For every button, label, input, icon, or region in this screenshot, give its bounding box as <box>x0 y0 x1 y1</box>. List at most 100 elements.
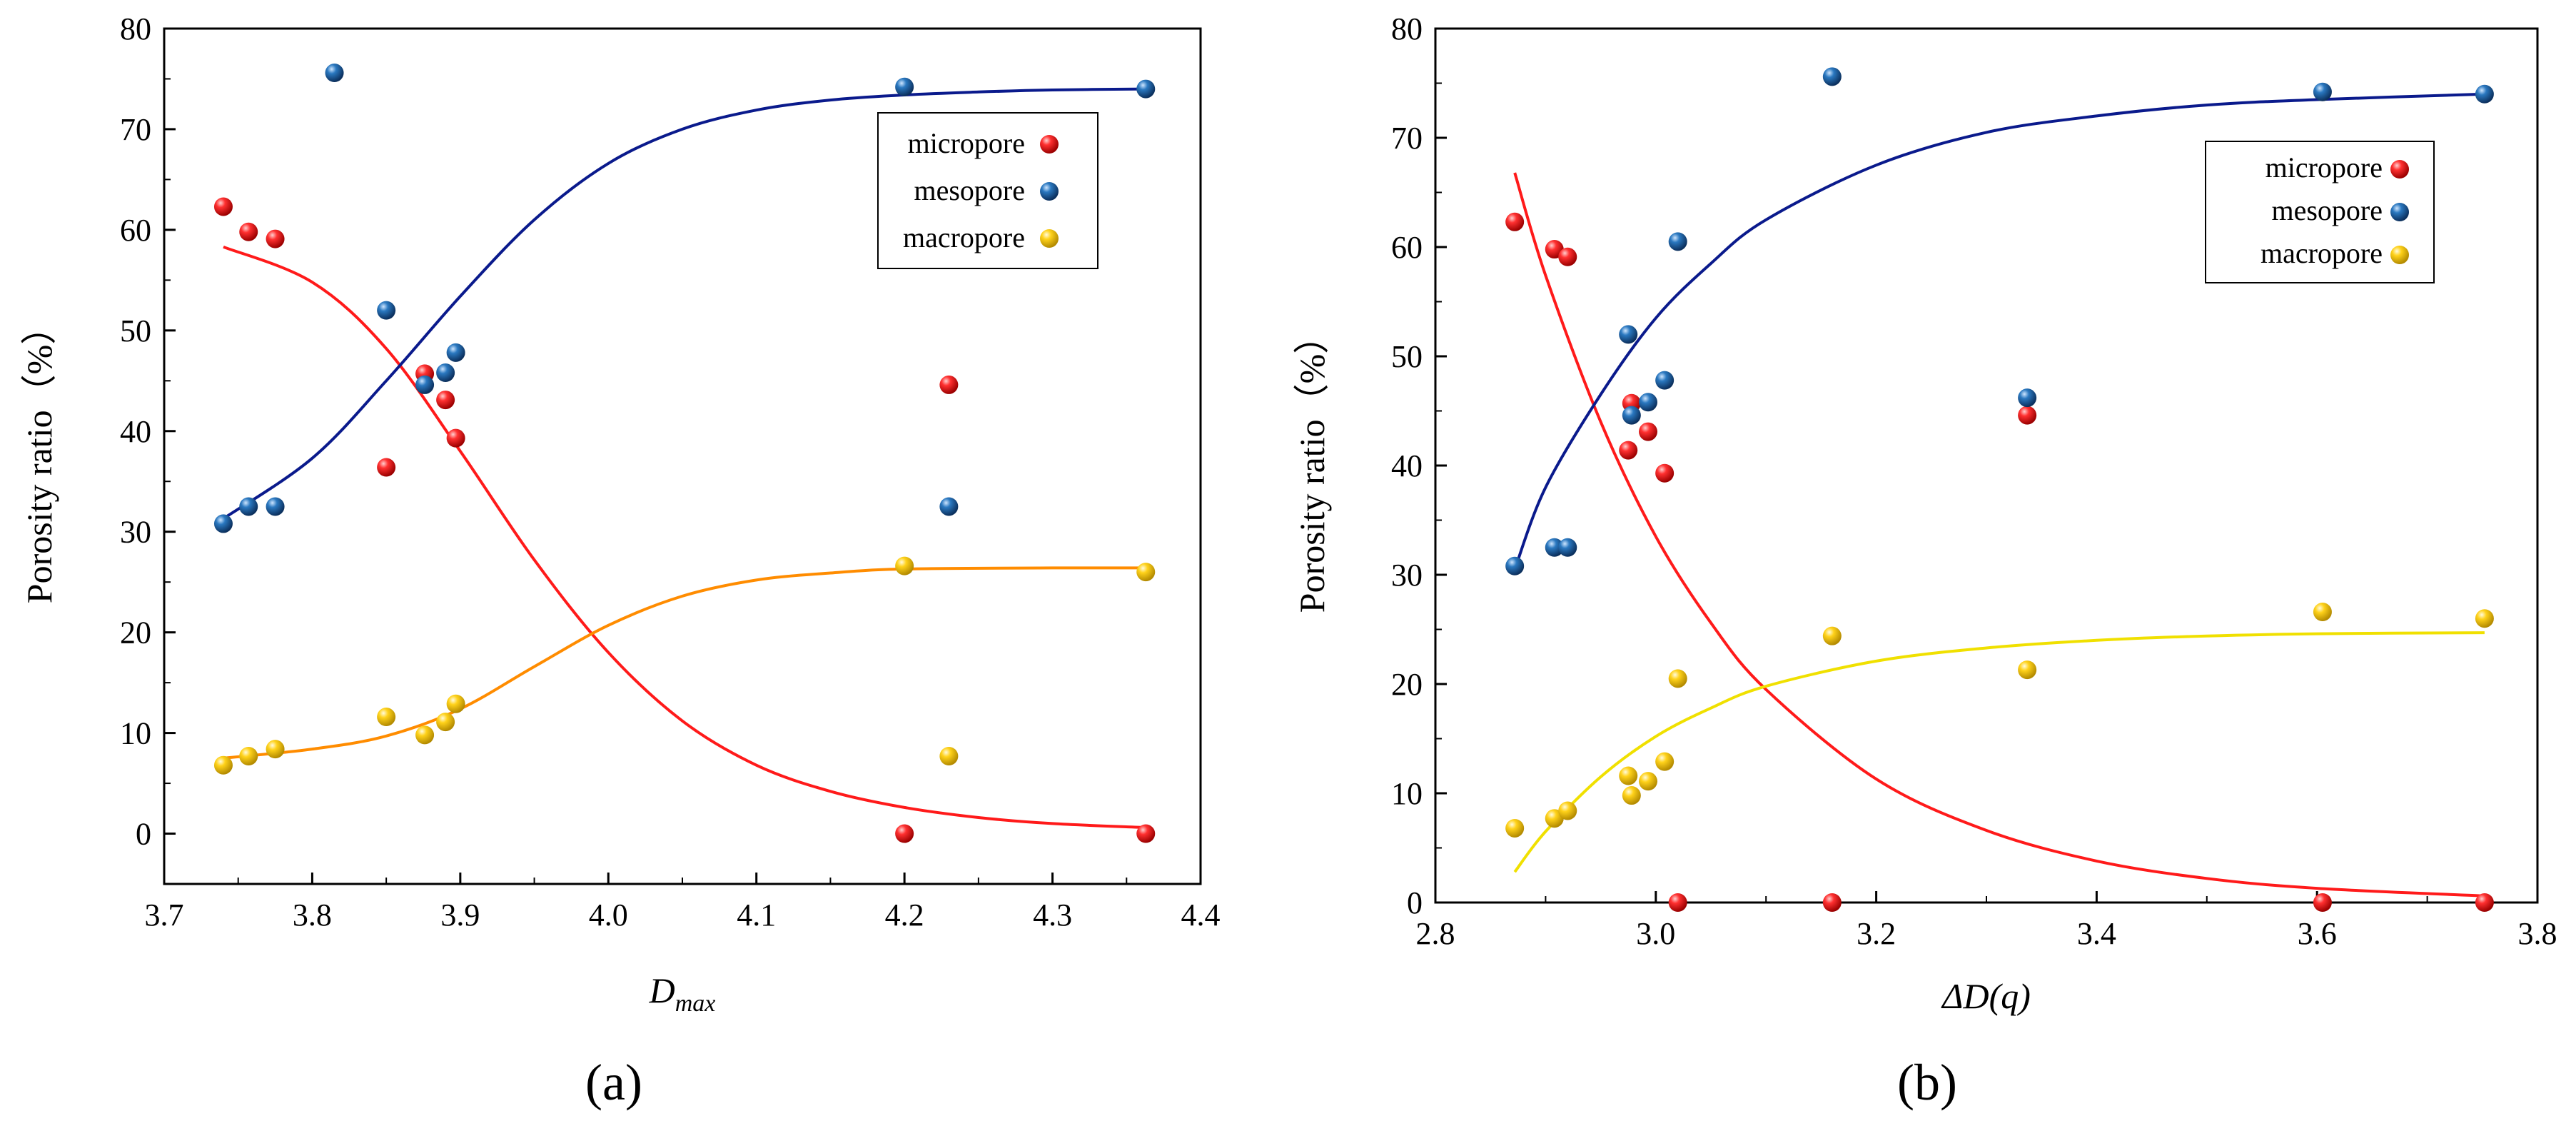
x-axis-title-main-a: D <box>649 970 675 1010</box>
data-point-macropore-b <box>1638 772 1657 791</box>
x-tick-label-a: 3.9 <box>440 898 480 933</box>
data-points-a <box>213 64 1156 843</box>
data-point-macropore-a <box>266 740 285 759</box>
data-point-mesopore-b <box>1622 406 1641 425</box>
y-tick-label-a: 40 <box>120 414 151 449</box>
legend-marker-macropore-b <box>2390 246 2409 264</box>
y-tick-label-a: 0 <box>136 817 151 852</box>
data-point-mesopore-a <box>239 497 258 516</box>
data-point-mesopore-b <box>1668 232 1687 251</box>
x-tick-label-a: 3.7 <box>145 898 184 933</box>
legend-label-macropore-b: macropore <box>2261 237 2383 269</box>
data-point-micropore-b <box>2475 893 2494 912</box>
data-point-mesopore-a <box>377 301 396 320</box>
fit-curves-a <box>222 87 1146 830</box>
x-axis-title-sub-a: max <box>675 990 716 1017</box>
data-point-mesopore-b <box>1619 325 1638 344</box>
legend-b: micropore mesopore macropore <box>2205 141 2435 283</box>
fit-curve-macropore-a <box>223 566 1146 760</box>
legend-label-micropore-a: micropore <box>908 127 1025 159</box>
data-point-macropore-a <box>939 747 959 766</box>
data-point-macropore-a <box>895 556 914 575</box>
y-tick-label-b: 30 <box>1391 558 1423 593</box>
y-tick-label-a: 60 <box>120 213 151 248</box>
data-point-micropore-b <box>1655 463 1675 483</box>
data-point-micropore-a <box>939 375 959 394</box>
data-point-macropore-b <box>1822 626 1842 645</box>
y-tick-label-b: 60 <box>1391 230 1423 265</box>
x-tick-label-b: 3.0 <box>1636 916 1675 951</box>
chart-panel-a: 3.7 3.8 3.9 4.0 4.1 4.2 4.3 4.4 0 10 20 30 40 50 60 70 8… <box>19 11 1221 1111</box>
data-point-micropore-b <box>2018 406 2037 425</box>
y-tick-label-a: 70 <box>120 112 151 147</box>
x-axis-title-a: Dmax <box>649 970 716 1017</box>
data-point-micropore-a <box>436 391 455 410</box>
y-tick-label-b: 20 <box>1391 667 1423 702</box>
data-point-mesopore-b <box>1822 67 1842 86</box>
data-point-macropore-b <box>1668 669 1687 688</box>
legend-label-mesopore-a: mesopore <box>914 174 1025 206</box>
y-axis-title-a: Porosity ratio（%） <box>19 309 59 603</box>
x-tick-label-a: 4.1 <box>737 898 776 933</box>
chart-panel-b: 2.8 3.0 3.2 3.4 3.6 3.8 0 10 20 30 40 50 60 70 80 micr… <box>1292 11 2557 1111</box>
data-point-macropore-b <box>1505 818 1525 838</box>
data-point-macropore-a <box>239 747 258 766</box>
legend-marker-micropore-a <box>1040 135 1059 154</box>
panel-label-a: (a) <box>585 1054 642 1111</box>
data-point-mesopore-a <box>325 64 344 83</box>
legend-box-a <box>877 112 1098 269</box>
data-point-macropore-a <box>1136 563 1156 582</box>
x-tick-label-b: 3.6 <box>2298 916 2337 951</box>
fit-curve-micropore-b <box>1513 172 2485 898</box>
data-point-mesopore-b <box>1545 538 1564 557</box>
data-point-mesopore-b <box>1655 371 1675 390</box>
data-point-micropore-a <box>895 824 914 843</box>
legend-label-mesopore-b: mesopore <box>2271 194 2383 226</box>
data-point-mesopore-a <box>266 497 285 516</box>
legend-marker-micropore-b <box>2390 160 2409 179</box>
legend-marker-mesopore-a <box>1040 182 1059 201</box>
y-axis-title-b: Porosity ratio（%） <box>1292 318 1332 613</box>
y-tick-label-b: 10 <box>1391 776 1423 811</box>
legend-label-micropore-b: micropore <box>2266 151 2383 184</box>
x-tick-label-a: 4.3 <box>1033 898 1072 933</box>
data-point-macropore-a <box>436 713 455 732</box>
fit-curve-mesopore-a <box>222 87 1146 521</box>
panel-label-b: (b) <box>1897 1054 1957 1111</box>
data-points-b <box>1505 67 2494 912</box>
y-tick-label-b: 0 <box>1407 885 1423 920</box>
data-point-macropore-a <box>415 725 435 745</box>
data-point-micropore-a <box>239 222 258 241</box>
y-tick-label-a: 20 <box>120 615 151 650</box>
fit-curves-b <box>1513 92 2485 898</box>
y-tick-label-a: 10 <box>120 716 151 751</box>
data-point-mesopore-b <box>2018 388 2037 408</box>
data-point-macropore-a <box>377 708 396 727</box>
data-point-micropore-b <box>1668 893 1687 912</box>
data-point-macropore-b <box>1558 801 1577 820</box>
fit-curve-mesopore-b <box>1513 92 2485 570</box>
data-point-micropore-a <box>213 197 233 216</box>
y-tick-label-b: 40 <box>1391 448 1423 483</box>
data-point-mesopore-a <box>939 497 959 516</box>
data-point-micropore-a <box>446 428 465 448</box>
y-tick-label-a: 30 <box>120 515 151 550</box>
y-tick-label-a: 80 <box>120 11 151 46</box>
x-tick-label-b: 3.2 <box>1857 916 1896 951</box>
data-point-micropore-b <box>2313 893 2332 912</box>
axis-ticks-a: 3.7 3.8 3.9 4.0 4.1 4.2 4.3 4.4 0 10 20 30 40 50 60 70 8… <box>120 11 1221 933</box>
data-point-macropore-b <box>1655 752 1675 771</box>
data-point-micropore-b <box>1558 247 1577 266</box>
x-tick-label-b: 3.8 <box>2518 916 2557 951</box>
data-point-micropore-b <box>1638 422 1657 441</box>
data-point-mesopore-a <box>436 363 455 383</box>
x-tick-label-b: 3.4 <box>2077 916 2116 951</box>
data-point-macropore-a <box>213 755 233 775</box>
y-tick-label-b: 70 <box>1391 121 1423 156</box>
fit-curve-micropore-a <box>223 245 1146 830</box>
data-point-macropore-b <box>2018 660 2037 680</box>
data-point-micropore-b <box>1619 441 1638 460</box>
data-point-mesopore-a <box>895 77 914 96</box>
data-point-micropore-b <box>1505 212 1525 231</box>
x-tick-label-b: 2.8 <box>1416 916 1455 951</box>
